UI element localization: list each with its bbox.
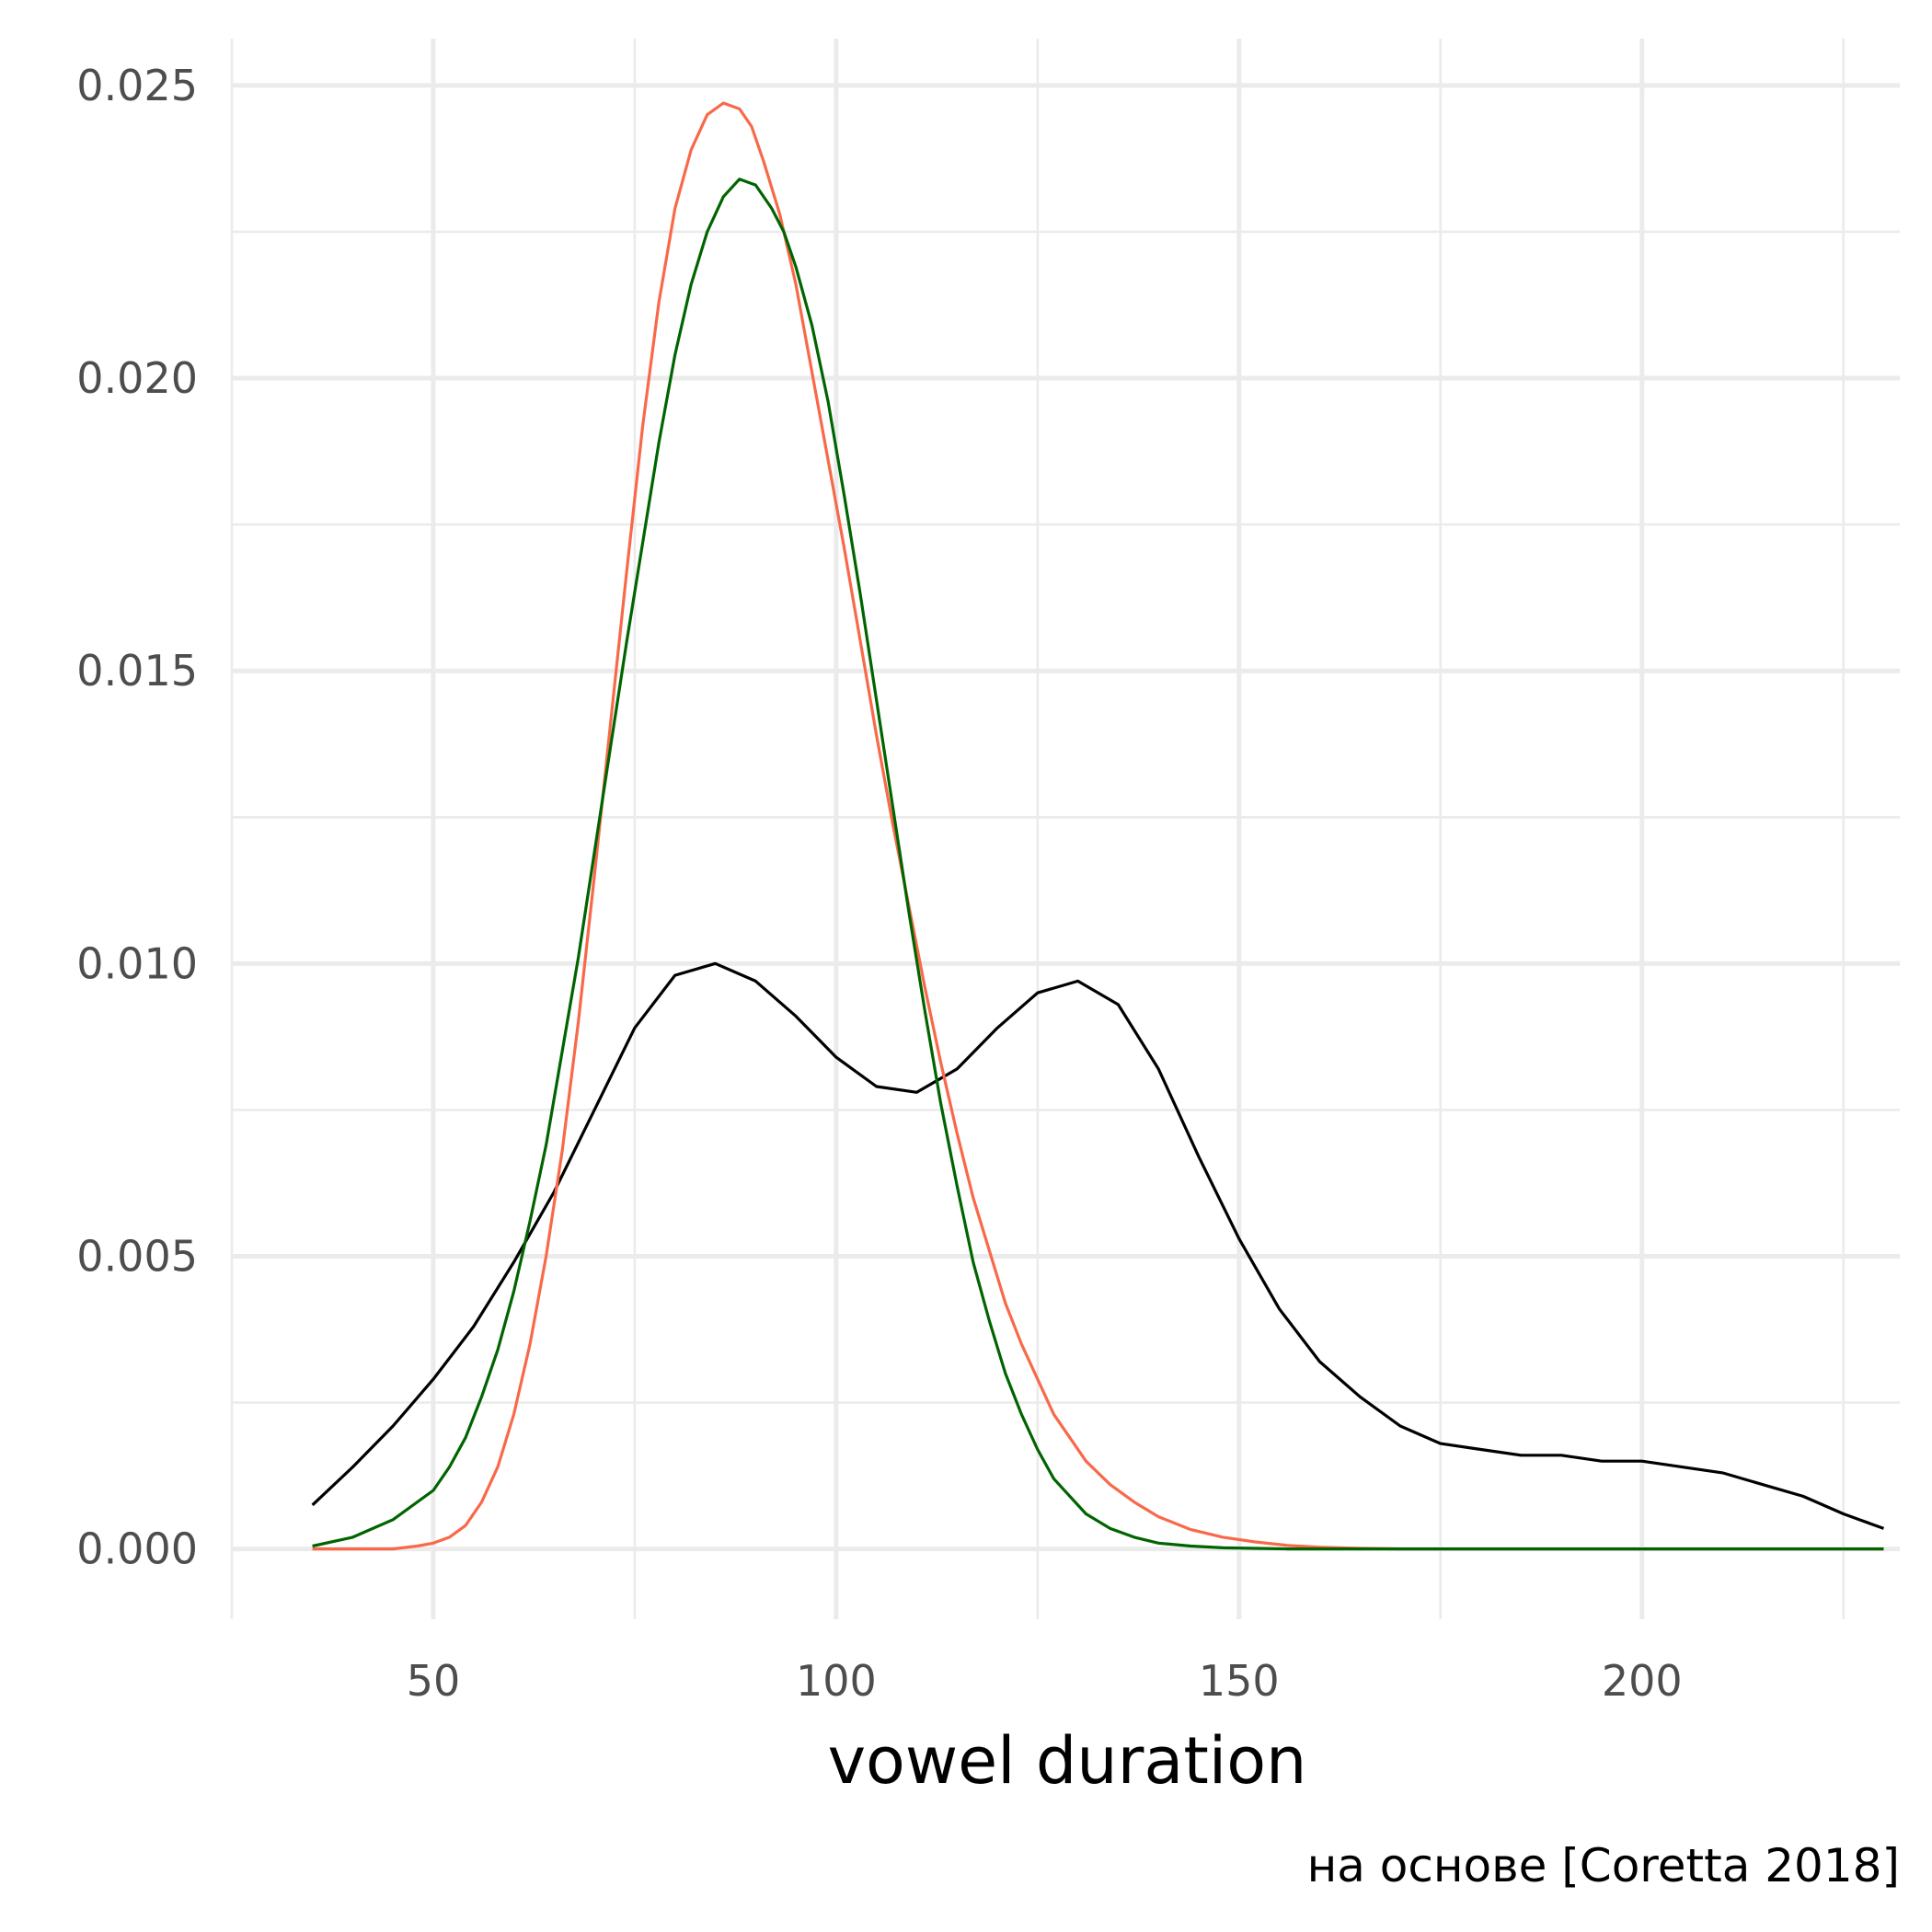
x-tick-label-1: 100 xyxy=(796,1656,877,1706)
minor-gridlines xyxy=(230,39,1900,1619)
x-tick-label-3: 200 xyxy=(1602,1656,1683,1706)
density-curve-0 xyxy=(311,961,1885,1530)
y-tick-label-1: 0.005 xyxy=(76,1231,198,1281)
major-gridlines xyxy=(232,39,1900,1619)
y-tick-label-0: 0.000 xyxy=(76,1524,198,1574)
y-tick-label-3: 0.015 xyxy=(76,646,198,696)
y-tick-label-5: 0.025 xyxy=(76,61,198,110)
density-curve-1 xyxy=(312,101,1884,1551)
density-curves xyxy=(311,101,1885,1551)
y-tick-labels: 0.000 0.005 0.010 0.015 0.020 0.025 xyxy=(76,61,198,1574)
density-curve-2 xyxy=(312,178,1884,1551)
x-tick-labels: 50 100 150 200 xyxy=(407,1656,1683,1706)
x-tick-label-0: 50 xyxy=(407,1656,461,1706)
x-axis-title: vowel duration xyxy=(828,1723,1307,1799)
x-tick-label-2: 150 xyxy=(1199,1656,1280,1706)
y-tick-label-2: 0.010 xyxy=(76,938,198,988)
chart-caption: на основе [Coretta 2018] xyxy=(1307,1839,1900,1892)
y-tick-label-4: 0.020 xyxy=(76,353,198,403)
